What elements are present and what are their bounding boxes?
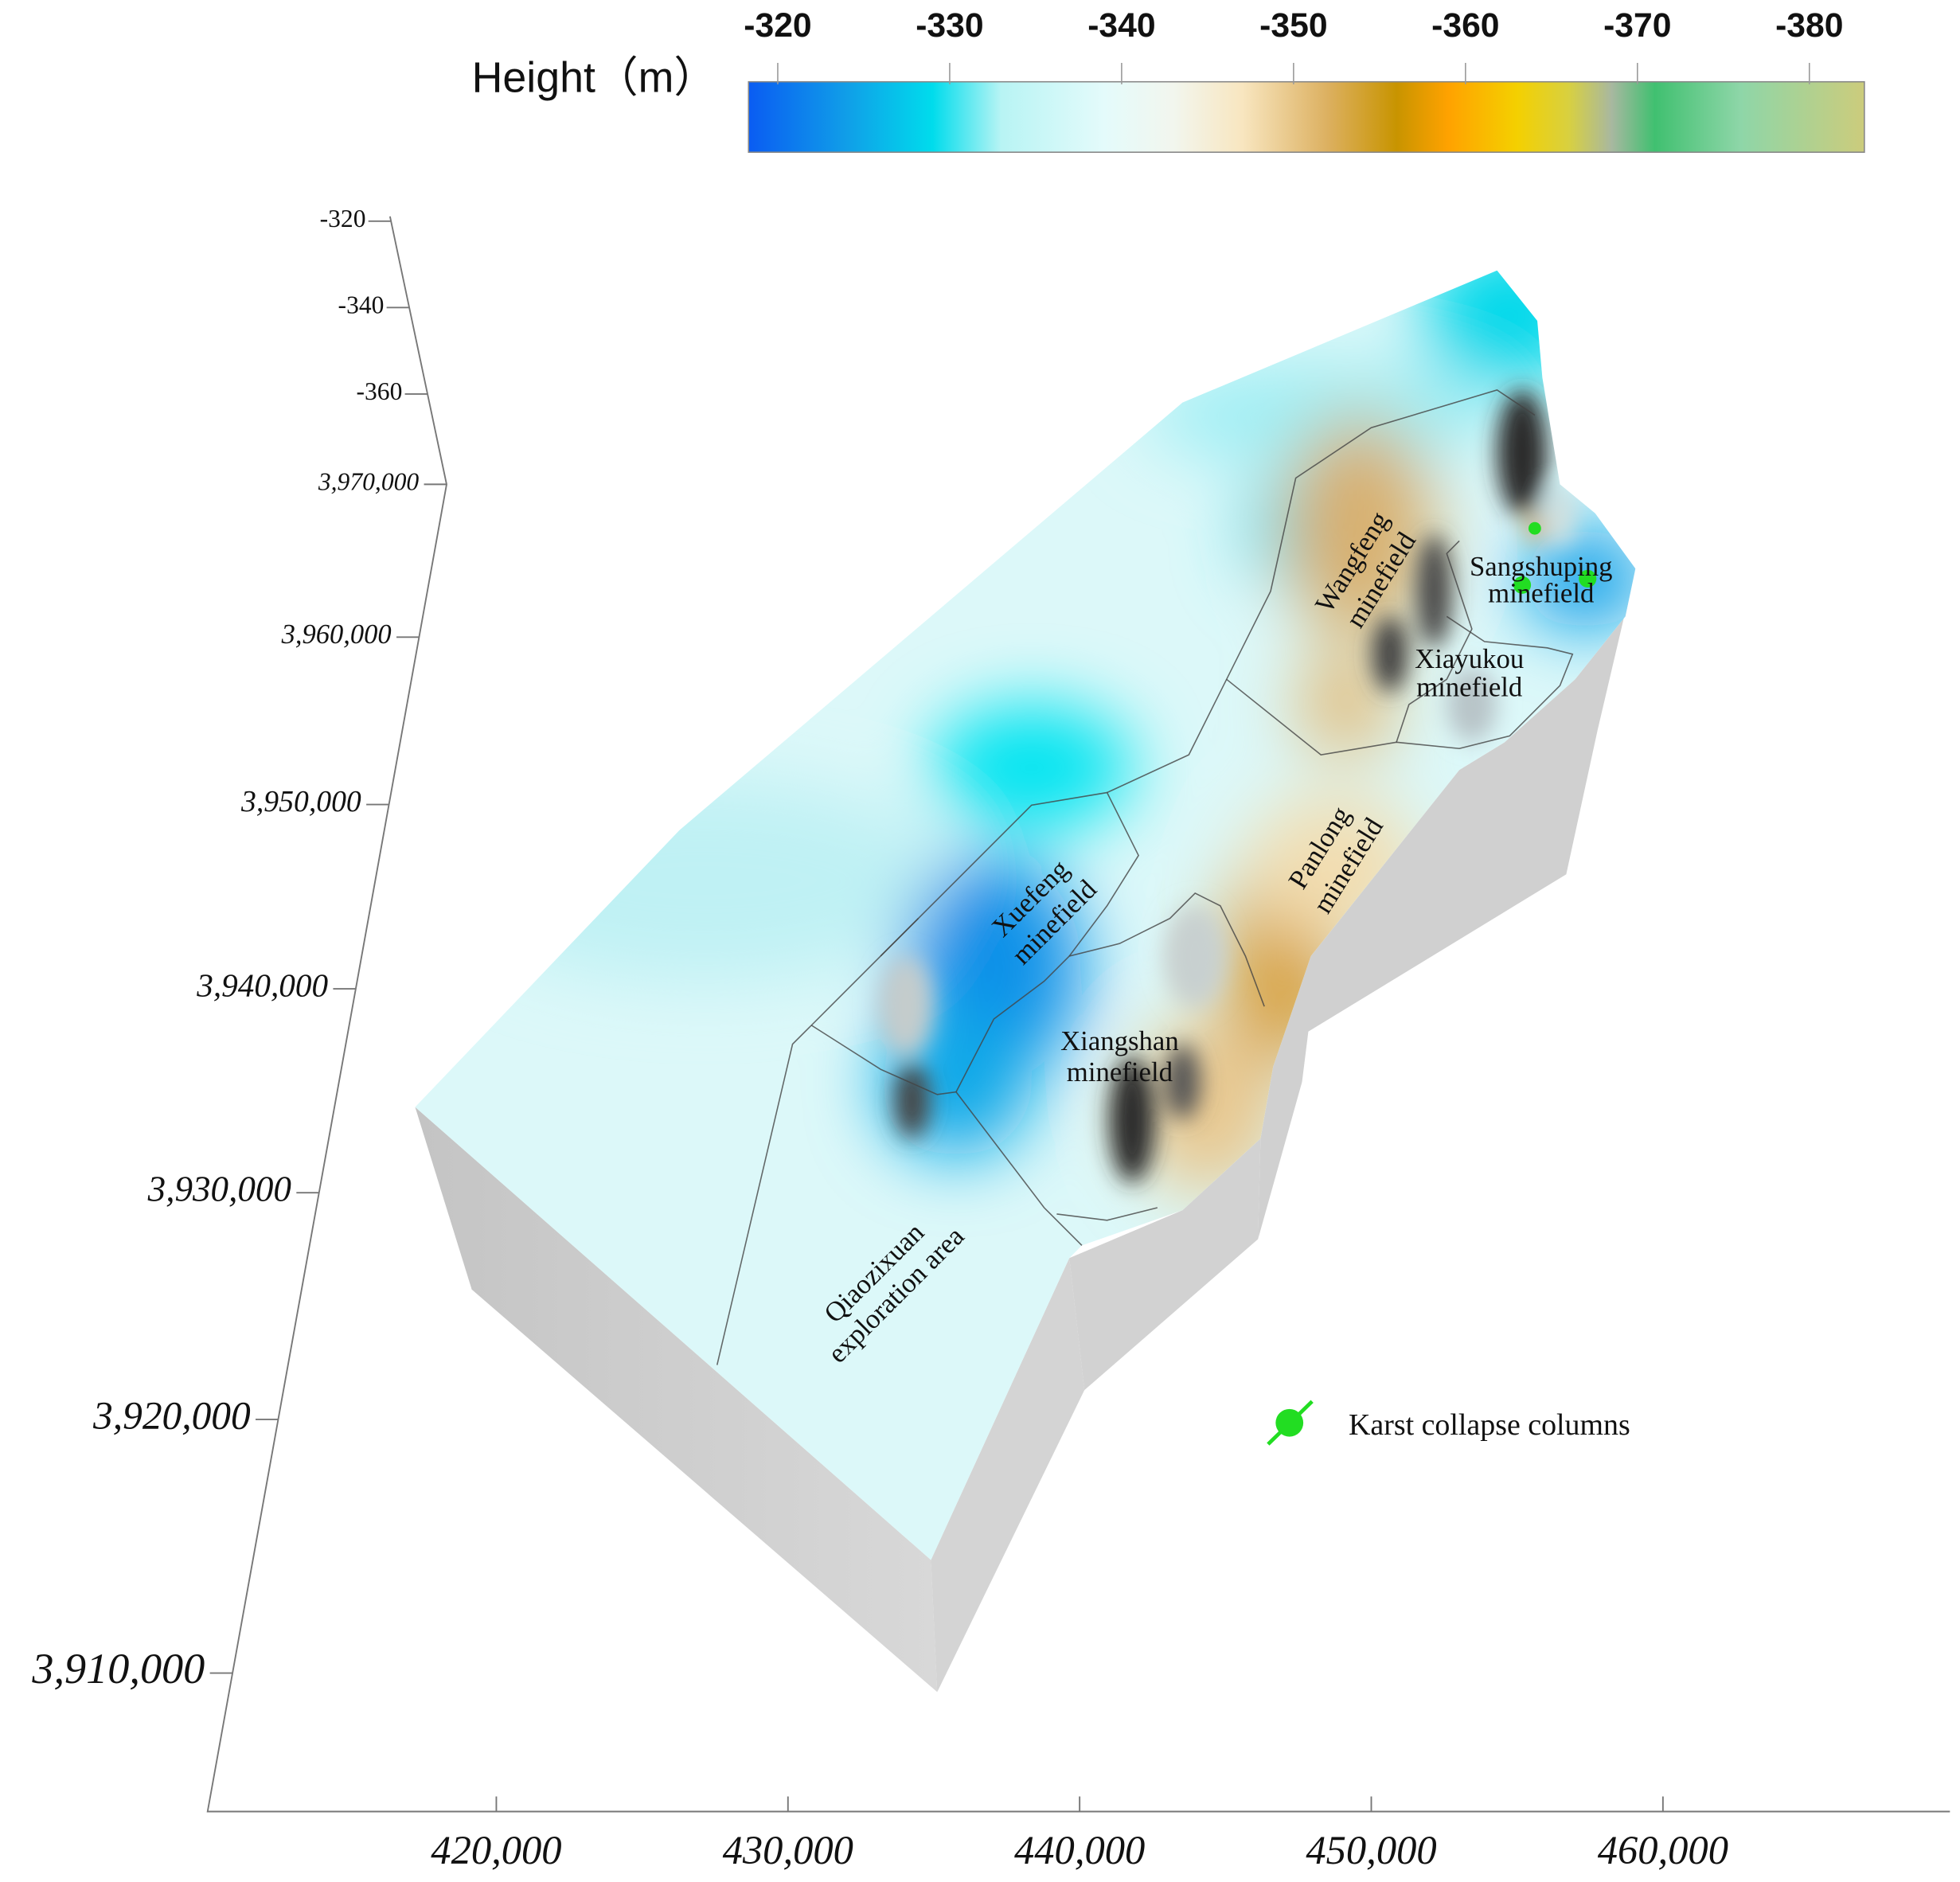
colorbar-tick-label: -360 (1431, 6, 1499, 45)
colorbar-tick-label: -370 (1603, 6, 1671, 45)
x-tick-label: 450,000 (1306, 1828, 1436, 1872)
collapse-column (1528, 521, 1541, 535)
y-tick-label: 3,970,000 (318, 468, 420, 496)
colorbar: -320 -330 -340 -350 -360 -370 -380 (744, 6, 1865, 153)
region-label: Xiangshan (1060, 1025, 1179, 1056)
legend: Karst collapse columns (1267, 1400, 1630, 1446)
colorbar-tick-label: -350 (1259, 6, 1327, 45)
collapse-column (1579, 569, 1597, 588)
y-tick-label: 3,930,000 (147, 1169, 291, 1209)
y-tick-label: 3,940,000 (196, 967, 328, 1004)
side-wall (1258, 568, 1636, 1240)
region-label: Sangshuping (1470, 551, 1613, 582)
side-wall (931, 1258, 1085, 1693)
colorbar-tick-label: -320 (744, 6, 811, 45)
side-wall (415, 1107, 938, 1693)
z-tick-label: -320 (320, 205, 366, 232)
region-label: minefield (1067, 1056, 1173, 1087)
x-tick-label: 460,000 (1598, 1828, 1728, 1872)
z-tick-label: -340 (338, 291, 385, 319)
collapse-columns (1513, 521, 1597, 594)
axes: -320 -340 -360 3,910,000 3,920,000 3,930,000 3… (31, 205, 1950, 1872)
y-tick-label: 3,920,000 (92, 1393, 251, 1437)
side-wall (1069, 1138, 1261, 1391)
y-tick-label: 3,910,000 (31, 1645, 205, 1693)
y-tick-label: 3,950,000 (240, 785, 361, 818)
legend-symbol (1275, 1408, 1304, 1437)
region-label: minefield (1416, 671, 1522, 702)
axis-line (206, 216, 1950, 1813)
colorbar-bar (748, 80, 1865, 153)
legend-label: Karst collapse columns (1349, 1408, 1630, 1442)
colorbar-tick-label: -330 (916, 6, 983, 45)
z-tick-label: -360 (356, 377, 402, 405)
x-tick-label: 420,000 (431, 1828, 561, 1872)
surface-block (415, 270, 1636, 1693)
y-tick-label: 3,960,000 (281, 619, 392, 650)
x-tick-label: 440,000 (1014, 1828, 1145, 1872)
colorbar-title: Height（m） (472, 53, 716, 101)
colorbar-tick-label: -380 (1775, 6, 1843, 45)
colorbar-tick-label: -340 (1087, 6, 1155, 45)
region-label: minefield (1488, 577, 1594, 608)
collapse-column (1513, 576, 1532, 594)
region-label: Xiayukou (1415, 643, 1524, 674)
x-tick-label: 430,000 (723, 1828, 853, 1872)
